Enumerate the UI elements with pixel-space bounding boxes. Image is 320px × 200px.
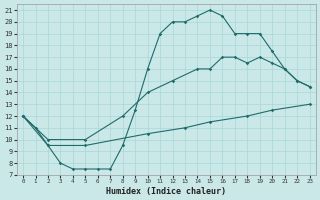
X-axis label: Humidex (Indice chaleur): Humidex (Indice chaleur) <box>106 187 226 196</box>
